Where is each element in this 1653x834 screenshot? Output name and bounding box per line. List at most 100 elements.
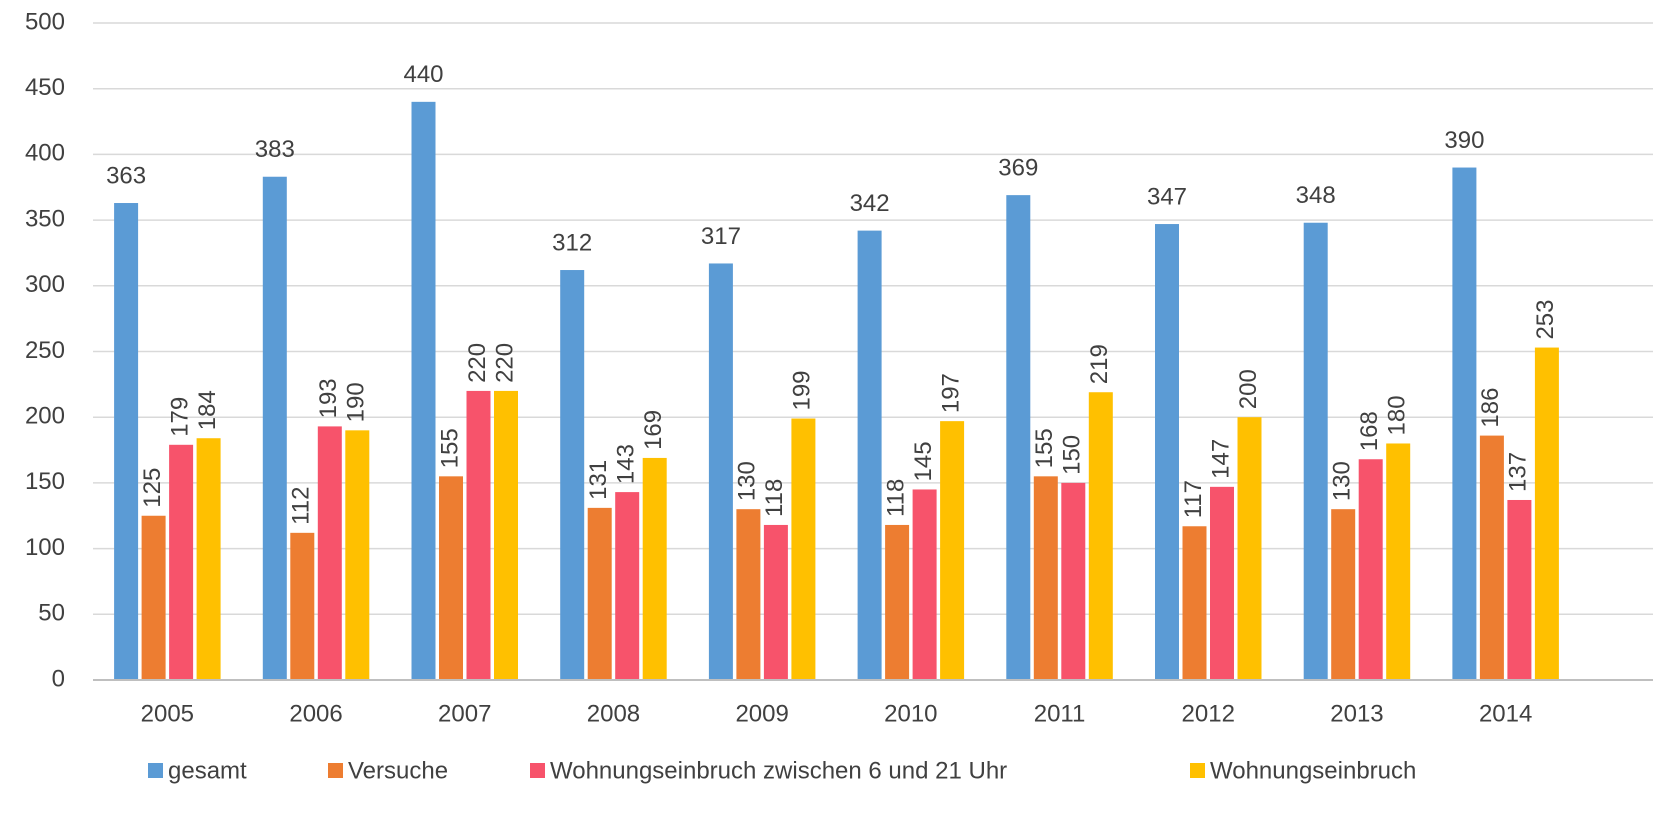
data-label: 131 — [585, 460, 612, 500]
bar — [169, 444, 194, 680]
x-tick-label: 2008 — [587, 700, 640, 727]
data-label: 179 — [166, 397, 193, 437]
data-label: 440 — [403, 61, 443, 88]
bar — [642, 457, 667, 680]
data-label: 125 — [139, 468, 166, 508]
data-label: 168 — [1356, 411, 1383, 451]
bar — [1303, 222, 1328, 680]
bar — [1331, 509, 1356, 680]
bar — [736, 509, 761, 680]
data-label: 150 — [1059, 435, 1086, 475]
bar — [1358, 459, 1383, 680]
data-label: 199 — [789, 370, 816, 410]
x-tick-label: 2006 — [289, 700, 342, 727]
legend-label: Wohnungseinbruch zwischen 6 und 21 Uhr — [550, 757, 1007, 784]
legend-label: Versuche — [348, 757, 448, 784]
data-label: 369 — [998, 154, 1038, 181]
bar — [290, 532, 315, 680]
bar — [114, 203, 139, 680]
bar — [1479, 435, 1504, 680]
bar — [1088, 392, 1113, 680]
bar — [1507, 499, 1532, 680]
bar — [791, 418, 816, 680]
data-label: 390 — [1444, 127, 1484, 154]
data-label: 143 — [613, 444, 640, 484]
bar — [857, 230, 882, 680]
legend-label: Wohnungseinbruch — [1210, 757, 1416, 784]
bar — [411, 101, 436, 681]
y-tick-label: 300 — [25, 271, 65, 298]
legend-swatch — [1190, 763, 1205, 778]
bar — [345, 430, 370, 680]
legend-label: gesamt — [168, 757, 247, 784]
bar — [262, 176, 287, 680]
bar — [1452, 167, 1477, 681]
bar — [615, 492, 640, 680]
y-tick-label: 450 — [25, 74, 65, 101]
bar — [494, 390, 518, 680]
x-tick-label: 2012 — [1182, 700, 1235, 727]
data-label: 155 — [436, 428, 463, 468]
bar — [1237, 417, 1262, 680]
bar — [587, 507, 612, 680]
data-label: 130 — [1329, 461, 1356, 501]
data-label: 118 — [761, 479, 788, 517]
x-tick-label: 2011 — [1034, 700, 1086, 727]
bar — [1155, 224, 1179, 681]
bar — [439, 476, 463, 680]
bar — [885, 524, 910, 680]
x-tick-label: 2010 — [884, 700, 937, 727]
bar — [1182, 526, 1207, 680]
data-label: 219 — [1086, 344, 1113, 384]
bar — [1006, 195, 1031, 680]
data-label: 363 — [106, 162, 146, 189]
legend-swatch — [530, 763, 545, 778]
x-tick-label: 2014 — [1479, 700, 1532, 727]
data-label: 200 — [1235, 369, 1262, 409]
bar — [708, 263, 733, 680]
y-tick-label: 350 — [25, 205, 65, 232]
y-tick-label: 150 — [25, 468, 65, 495]
y-tick-label: 200 — [25, 403, 65, 430]
data-label: 137 — [1505, 452, 1532, 492]
data-label: 342 — [850, 190, 890, 217]
y-tick-label: 0 — [52, 665, 65, 692]
y-tick-label: 50 — [38, 600, 65, 627]
data-label: 317 — [701, 223, 741, 250]
data-label: 118 — [882, 479, 909, 517]
bar — [317, 426, 342, 680]
bar — [1033, 476, 1058, 680]
data-label: 383 — [255, 136, 295, 163]
bar — [466, 390, 491, 680]
data-label: 197 — [937, 373, 964, 413]
data-label: 130 — [734, 461, 761, 501]
data-label: 147 — [1207, 439, 1234, 479]
bar — [940, 421, 965, 680]
bar — [196, 438, 221, 680]
bar — [1386, 443, 1411, 680]
y-tick-label: 250 — [25, 337, 65, 364]
data-label: 347 — [1147, 183, 1187, 210]
y-tick-label: 500 — [25, 8, 65, 35]
legend-swatch — [148, 763, 163, 778]
data-label: 348 — [1296, 182, 1336, 209]
bar — [560, 270, 585, 680]
y-tick-label: 100 — [25, 534, 65, 561]
data-label: 312 — [552, 229, 592, 256]
bar — [141, 515, 166, 680]
data-label: 112 — [288, 487, 315, 525]
data-label: 186 — [1477, 388, 1504, 428]
x-tick-label: 2013 — [1330, 700, 1383, 727]
data-label: 190 — [343, 382, 370, 422]
data-label: 117 — [1180, 480, 1207, 518]
bar — [1061, 482, 1086, 680]
bar — [763, 524, 788, 680]
data-label: 155 — [1031, 428, 1058, 468]
legend-swatch — [328, 763, 343, 778]
data-label: 184 — [194, 390, 221, 430]
bar — [1210, 486, 1234, 680]
data-label: 193 — [315, 378, 342, 418]
y-tick-label: 400 — [25, 140, 65, 167]
x-tick-label: 2009 — [735, 700, 788, 727]
